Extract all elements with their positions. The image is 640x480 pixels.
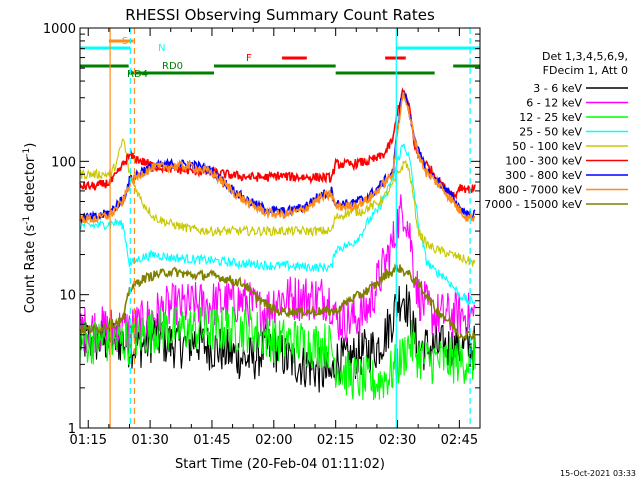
rd4-label: RD4 xyxy=(127,69,148,80)
series-line xyxy=(79,194,476,354)
plot-frame xyxy=(79,27,481,429)
legend-entry-label: 3 - 6 keV xyxy=(533,82,582,95)
legend-entry-label: 100 - 300 keV xyxy=(505,155,582,168)
legend: Det 1,3,4,5,6,9,FDecim 1, Att 0 3 - 6 keV… xyxy=(484,50,628,211)
series-line xyxy=(79,143,476,306)
plot-area: S N F RD0 RD4 01:15 01:30 01:45 02:00 02:15 02:30 0… xyxy=(43,22,481,448)
legend-header: FDecim 1, Att 0 xyxy=(543,64,628,77)
x-tick-label: 02:15 xyxy=(317,433,354,448)
x-axis-label: Start Time (20-Feb-04 01:11:02) xyxy=(175,457,385,472)
footer-timestamp: 15-Oct-2021 03:33 xyxy=(560,469,636,478)
legend-entry-label: 50 - 100 keV xyxy=(512,140,582,153)
n-label: N xyxy=(158,43,165,54)
x-tick-label: 02:30 xyxy=(379,433,416,448)
chart-title: RHESSI Observing Summary Count Rates xyxy=(125,6,435,24)
rd0-label: RD0 xyxy=(162,61,183,72)
y-tick-label: 1 xyxy=(68,422,76,437)
f-label: F xyxy=(246,53,252,64)
series-line xyxy=(79,90,476,225)
y-tick-label: 10 xyxy=(59,289,76,304)
legend-entry-label: 6 - 12 keV xyxy=(526,97,582,110)
series-line xyxy=(79,263,476,342)
legend-entry-label: 7000 - 15000 keV xyxy=(484,198,582,211)
s-label: S xyxy=(122,36,128,47)
x-tick-label: 01:15 xyxy=(70,433,107,448)
y-axis-label: Count Rate (s-1 detector-1) xyxy=(22,143,38,314)
legend-entry-label: 25 - 50 keV xyxy=(519,126,582,139)
legend-entry-label: 12 - 25 keV xyxy=(519,111,582,124)
x-tick-label: 01:45 xyxy=(193,433,230,448)
series-line xyxy=(79,284,476,393)
series-line xyxy=(79,137,476,267)
legend-entry-label: 300 - 800 keV xyxy=(505,169,582,182)
x-tick-label: 02:00 xyxy=(255,433,292,448)
legend-header: Det 1,3,4,5,6,9, xyxy=(542,50,628,63)
y-tick-label: 1000 xyxy=(43,22,76,37)
series-line xyxy=(79,305,476,401)
series-line xyxy=(79,86,476,201)
series-line xyxy=(79,91,476,224)
x-tick-label: 02:45 xyxy=(441,433,478,448)
legend-entry-label: 800 - 7000 keV xyxy=(498,184,582,197)
y-tick-label: 100 xyxy=(51,155,76,170)
x-tick-label: 01:30 xyxy=(131,433,168,448)
